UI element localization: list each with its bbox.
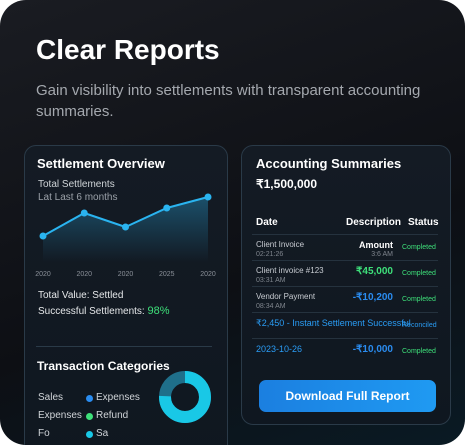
- label: Lat Last 6 months: [38, 192, 118, 203]
- x-tick-label: 2020: [118, 271, 134, 278]
- row-divider: [252, 286, 438, 287]
- legend-label: Expenses: [38, 410, 82, 421]
- status: Completed: [402, 244, 436, 251]
- label: Total Value: Settled: [38, 290, 124, 301]
- row-divider: [252, 338, 438, 339]
- status: Reconciled: [402, 322, 437, 329]
- title: Clear Reports: [36, 34, 220, 65]
- column-header: Status: [408, 217, 439, 228]
- divider: [36, 346, 212, 347]
- column-header: Date: [256, 217, 278, 228]
- label: Successful Settlements: 98%: [38, 305, 170, 317]
- amount: Amount: [359, 240, 393, 250]
- row-divider: [252, 260, 438, 261]
- date: Vendor Payment: [256, 292, 316, 301]
- point: [80, 209, 88, 217]
- x-tick-label: 2020: [35, 271, 51, 278]
- legend-label: Fo: [38, 428, 50, 439]
- date: 2023-10-26: [256, 344, 303, 354]
- column-header: Description: [346, 217, 402, 228]
- point: [39, 232, 47, 240]
- status: Completed: [402, 348, 436, 355]
- donut-arc: [159, 371, 211, 423]
- donut: [159, 371, 211, 423]
- row-divider: [252, 312, 438, 313]
- time: 02:21:26: [256, 251, 284, 258]
- amount: ₹45,000: [356, 266, 393, 277]
- legend-label: Sales: [38, 392, 64, 403]
- left-panel: [24, 145, 228, 445]
- legend-label: Sa: [96, 428, 109, 439]
- point: [163, 204, 171, 212]
- legend-dot: [86, 413, 93, 420]
- status: Completed: [402, 270, 436, 277]
- panel-title: Accounting Summaries: [256, 156, 402, 171]
- label: Total Settlements: [38, 179, 115, 190]
- date: Client invoice #123: [256, 266, 324, 275]
- legend-dot: [86, 395, 93, 402]
- value: 98%: [147, 305, 170, 317]
- right-panel: [241, 145, 451, 425]
- row-divider: [252, 234, 438, 235]
- panel-title: Settlement Overview: [37, 156, 165, 171]
- time: 08:34 AM: [256, 303, 286, 310]
- point: [204, 193, 212, 201]
- amount: -₹10,200: [352, 292, 393, 303]
- amount: -₹10,000: [352, 344, 393, 355]
- download-button[interactable]: Download Full Report: [259, 380, 436, 412]
- legend-label: Refund: [96, 410, 129, 421]
- point: [122, 223, 129, 231]
- date: ₹2,450 - Instant Settlement Successful: [256, 318, 411, 328]
- legend-label: Expenses: [96, 392, 140, 403]
- total: ₹1,500,000: [256, 177, 318, 191]
- time: 3:6 AM: [371, 251, 393, 258]
- x-tick-label: 2020: [76, 271, 92, 278]
- legend-dot: [86, 431, 93, 438]
- x-tick-label: 2020: [200, 271, 216, 278]
- subtitle: Gain visibility into settlements with tr…: [36, 82, 421, 120]
- label: Successful Settlements:: [38, 306, 145, 317]
- date: Client Invoice: [256, 240, 305, 249]
- status: Completed: [402, 296, 436, 303]
- x-tick-label: 2025: [159, 271, 175, 278]
- time: 03:31 AM: [256, 277, 286, 284]
- panel-title: Transaction Categories: [37, 359, 170, 373]
